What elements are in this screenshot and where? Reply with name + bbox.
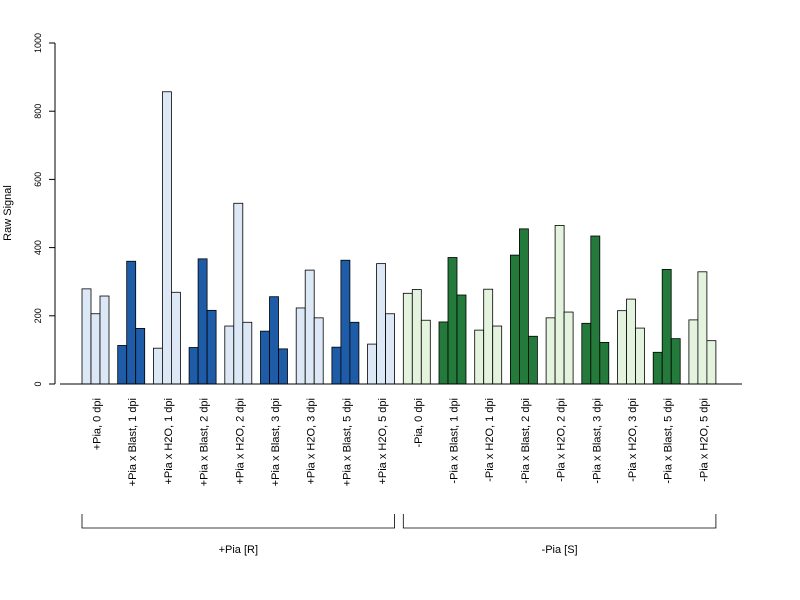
x-tick-label: -Pia x Blast, 5 dpi [663, 398, 675, 484]
x-tick-label: +Pia x H2O, 5 dpi [377, 398, 389, 485]
x-tick-label: +Pia x H2O, 3 dpi [306, 398, 318, 485]
bar [661, 269, 672, 385]
x-tick-label: -Pia x Blast, 2 dpi [520, 398, 532, 484]
y-tick-label: 600 [33, 172, 43, 187]
bar [99, 295, 110, 385]
bar [706, 340, 717, 385]
bar [260, 330, 270, 385]
y-axis-title: Raw Signal [2, 185, 14, 241]
bar [170, 291, 181, 385]
bar [474, 329, 485, 385]
x-tick-label: -Pia x Blast, 1 dpi [449, 398, 461, 484]
x-tick-label: -Pia x H2O, 3 dpi [627, 398, 639, 482]
axes-layer: +Pia, 0 dpi +Pia x Blast, 1 dpi +Pia x H2O… [33, 33, 742, 556]
group-label: -Pia [S] [542, 544, 578, 556]
group-bracket [81, 514, 395, 529]
bar [402, 292, 413, 385]
bar [340, 259, 351, 385]
group-bracket [402, 514, 717, 529]
bar [188, 347, 199, 385]
bar [304, 269, 315, 385]
bar [269, 296, 279, 385]
bar [670, 338, 681, 385]
x-tick-label: +Pia x Blast, 3 dpi [270, 398, 282, 486]
bar [81, 288, 92, 385]
bar [447, 257, 458, 385]
y-tick-label: 0 [33, 381, 43, 386]
bar [617, 310, 627, 385]
bar [206, 309, 217, 385]
bar [331, 346, 342, 385]
bar [349, 321, 360, 385]
bar [385, 313, 396, 385]
y-tick-label: 1000 [33, 33, 43, 53]
bar [626, 298, 636, 385]
bar [117, 345, 128, 385]
bar [376, 263, 387, 385]
x-tick-label: -Pia, 0 dpi [413, 398, 425, 448]
y-tick-label: 400 [33, 240, 43, 255]
bar [152, 347, 163, 385]
bar [295, 307, 306, 385]
bar [161, 91, 172, 385]
bar [635, 327, 645, 385]
bar [420, 319, 431, 385]
bar [528, 335, 538, 385]
x-tick-label: +Pia x H2O, 2 dpi [234, 398, 246, 485]
bar [313, 317, 324, 385]
bar [590, 235, 601, 385]
bar [135, 328, 146, 385]
bar [563, 311, 574, 385]
bar [233, 202, 244, 385]
bar [483, 288, 494, 385]
bar [278, 348, 288, 385]
y-tick-label: 800 [33, 104, 43, 119]
bar [581, 322, 592, 385]
bar [126, 260, 137, 385]
bar [599, 341, 610, 385]
group-label: +Pia [R] [219, 544, 258, 556]
x-tick-label: +Pia x Blast, 1 dpi [127, 398, 139, 486]
x-tick-label: -Pia x Blast, 3 dpi [591, 398, 603, 484]
x-tick-label: -Pia x H2O, 5 dpi [698, 398, 710, 482]
bar [90, 313, 101, 385]
bar [519, 228, 529, 385]
bar [697, 271, 708, 385]
bar [652, 351, 663, 385]
bar [509, 254, 520, 385]
x-tick-label: +Pia x Blast, 2 dpi [199, 398, 211, 486]
bar [224, 325, 235, 385]
bar [688, 319, 699, 385]
x-tick-label: -Pia x H2O, 1 dpi [484, 398, 496, 482]
bar [438, 321, 449, 385]
bar [492, 325, 503, 385]
bar [367, 343, 378, 385]
bars-layer [81, 91, 717, 385]
x-tick-label: +Pia x H2O, 1 dpi [163, 398, 175, 485]
bar [456, 294, 467, 385]
bar [545, 317, 556, 385]
x-tick-label: +Pia, 0 dpi [92, 398, 104, 450]
bar [554, 225, 565, 385]
x-tick-label: -Pia x H2O, 2 dpi [556, 398, 568, 482]
bar [411, 289, 422, 385]
bar [242, 321, 253, 385]
bar [197, 258, 208, 385]
x-tick-label: +Pia x Blast, 5 dpi [341, 398, 353, 486]
y-tick-label: 200 [33, 308, 43, 323]
